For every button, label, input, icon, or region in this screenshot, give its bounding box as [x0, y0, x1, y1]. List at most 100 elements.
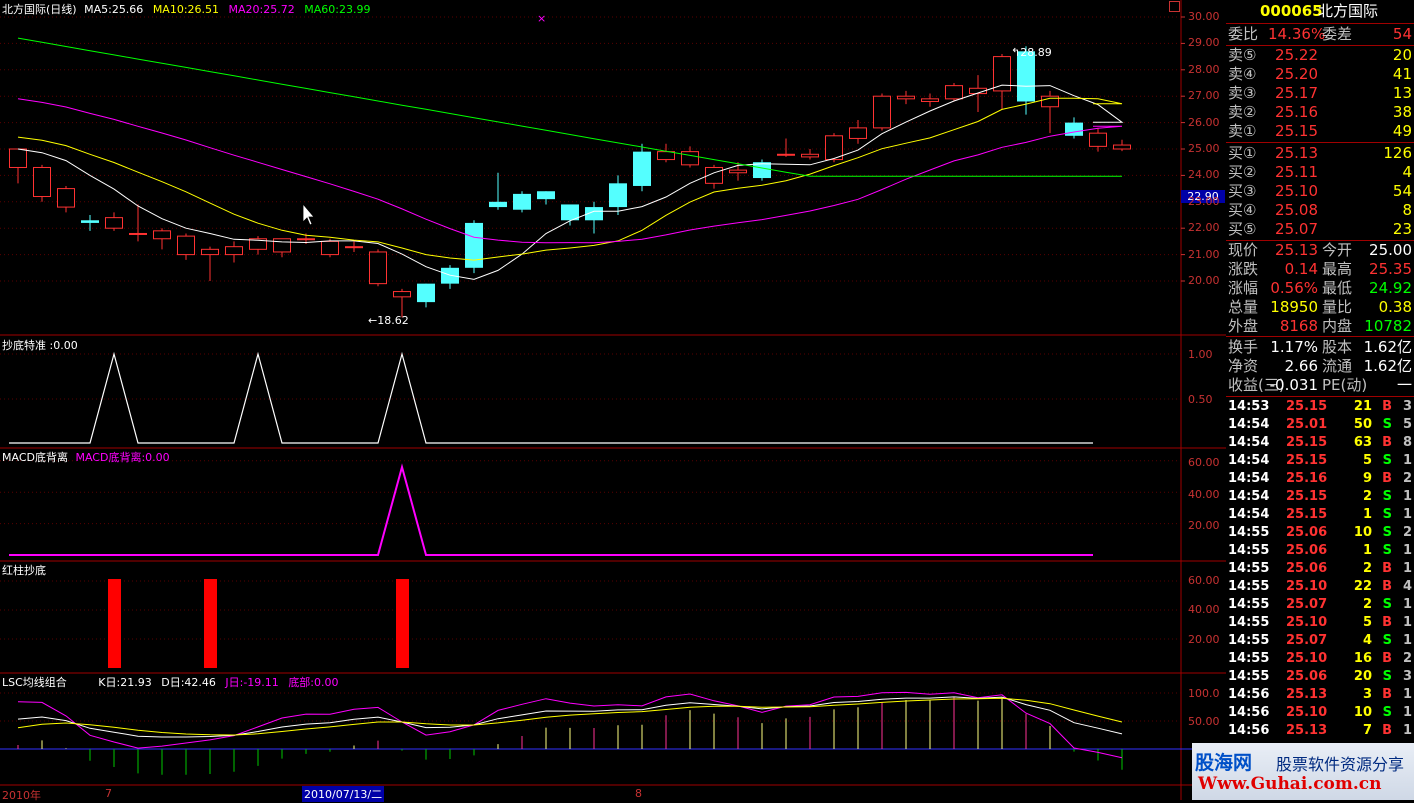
tick-row: 14:55 25.06 1 S 1 [1226, 542, 1414, 560]
bid-label: 买④ [1228, 201, 1257, 219]
candle-up [201, 248, 219, 256]
bottom-value: 底部:0.00 [288, 676, 339, 689]
stat-row: 涨幅 0.56% 最低 24.92 [1226, 279, 1414, 298]
tick-volume: 7 [1362, 723, 1372, 738]
indicator-tick-label: 20.00 [1188, 519, 1220, 532]
stat-value: 0.38 [1378, 298, 1412, 316]
info-row: 收益(三) -0.031 PE(动) 一 [1226, 376, 1414, 395]
tick-row: 14:54 25.15 63 B 8 [1226, 434, 1414, 452]
chart-canvas[interactable]: × [0, 0, 1226, 800]
tick-direction: S [1382, 633, 1392, 648]
tick-volume: 21 [1353, 399, 1372, 414]
x-year-label: 2010年 [2, 789, 41, 802]
tick-direction: S [1382, 705, 1392, 720]
ask-volume: 20 [1392, 46, 1412, 64]
stat-label: 最高 [1322, 260, 1353, 278]
tick-direction: S [1382, 543, 1392, 558]
price-tick-label: 21.00 [1188, 247, 1220, 261]
current-price-tag: 22.90 [1181, 190, 1225, 203]
ask-price: 25.15 [1275, 122, 1318, 140]
candle-up [105, 217, 123, 229]
tick-count: 8 [1402, 435, 1412, 450]
stat-label: 量比 [1322, 298, 1353, 316]
tick-direction: S [1382, 507, 1392, 522]
stat-value: 8168 [1279, 317, 1318, 335]
bid-row: 买④ 25.08 8 [1226, 201, 1414, 220]
tick-count: 1 [1402, 615, 1412, 630]
low-marker-value: 18.62 [377, 314, 409, 327]
ask-row: 卖⑤ 25.22 20 [1226, 46, 1414, 65]
candle-up [897, 95, 915, 100]
candle-down [465, 222, 483, 268]
candle-up [945, 85, 963, 100]
tick-row: 14:55 25.06 10 S 2 [1226, 524, 1414, 542]
price-tick-label: 25.00 [1188, 142, 1220, 155]
candle-down [489, 201, 507, 208]
weicha-label: 委差 [1322, 25, 1353, 43]
bid-volume: 54 [1392, 182, 1412, 200]
candle-down [441, 267, 459, 284]
info-value: 1.17% [1270, 338, 1318, 356]
stat-value: 25.00 [1369, 241, 1412, 259]
tick-time: 14:54 [1228, 471, 1270, 486]
candle-up [393, 291, 411, 298]
ma20-label: MA20:25.72 [228, 3, 295, 16]
tick-time: 14:55 [1228, 615, 1270, 630]
ask-volume: 41 [1392, 65, 1412, 83]
candle-up [993, 56, 1011, 92]
ma-cross-marker: × [537, 12, 546, 25]
tick-direction: S [1382, 597, 1392, 612]
tick-direction: S [1382, 669, 1392, 684]
stat-row: 总量 18950 量比 0.38 [1226, 298, 1414, 317]
tick-time: 14:55 [1228, 651, 1270, 666]
high-marker: ↰28.89 [1011, 46, 1052, 59]
tick-volume: 5 [1362, 615, 1372, 630]
candle-up [369, 251, 387, 285]
weibi-value: 14.36% [1268, 25, 1326, 43]
stat-label: 最低 [1322, 279, 1353, 297]
tick-volume: 5 [1362, 453, 1372, 468]
tick-direction: B [1382, 561, 1392, 576]
info-row: 换手 1.17% 股本 1.62亿 [1226, 338, 1414, 357]
bid-price: 25.11 [1275, 163, 1318, 181]
candle-down [585, 207, 603, 221]
info-value: -0.031 [1269, 376, 1318, 394]
ask-label: 卖③ [1228, 84, 1257, 102]
stat-label: 现价 [1228, 241, 1259, 259]
tick-time: 14:55 [1228, 633, 1270, 648]
candle-up [321, 240, 339, 256]
tick-direction: B [1382, 687, 1392, 702]
tick-direction: B [1382, 723, 1392, 738]
info-label: PE(动) [1322, 376, 1368, 394]
tick-time: 14:55 [1228, 525, 1270, 540]
panel-toggle-icon[interactable] [1169, 1, 1180, 12]
tick-price: 25.06 [1286, 543, 1328, 558]
tick-price: 25.10 [1286, 615, 1328, 630]
stat-label: 内盘 [1322, 317, 1353, 335]
ind3-label: 红柱抄底 [2, 564, 46, 577]
tick-price: 25.01 [1286, 417, 1328, 432]
tick-time: 14:55 [1228, 543, 1270, 558]
tick-price: 25.10 [1286, 705, 1328, 720]
price-tick-label: 23.00 [1188, 194, 1220, 208]
tick-direction: B [1382, 435, 1392, 450]
tick-volume: 9 [1362, 471, 1372, 486]
x-date-highlight: 2010/07/13/二 [302, 786, 385, 802]
weibi-row: 委比 14.36% 委差 54 [1226, 25, 1414, 44]
candle-up [225, 246, 243, 256]
ask-volume: 13 [1392, 84, 1412, 102]
tick-price: 25.10 [1286, 651, 1328, 666]
ask-price: 25.22 [1275, 46, 1318, 64]
tick-row: 14:55 25.07 2 S 1 [1226, 596, 1414, 614]
price-tick-label: 26.00 [1188, 115, 1220, 129]
candle-up [153, 230, 171, 240]
tick-time: 14:54 [1228, 417, 1270, 432]
ma60-label: MA60:23.99 [304, 3, 371, 16]
tick-direction: B [1382, 615, 1392, 630]
tick-volume: 3 [1362, 687, 1372, 702]
tick-time: 14:56 [1228, 687, 1270, 702]
logo-url: Www.Guhai.com.cn [1198, 774, 1382, 794]
indicator-tick-label: 40.00 [1188, 603, 1220, 616]
candle-down [609, 183, 627, 208]
tick-count: 1 [1402, 507, 1412, 522]
